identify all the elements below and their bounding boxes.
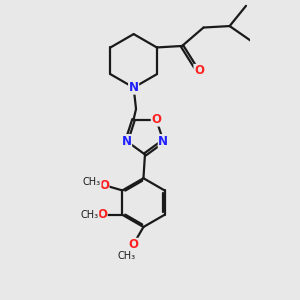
Text: O: O (128, 238, 138, 251)
Text: O: O (194, 64, 204, 77)
Text: N: N (158, 135, 168, 148)
Text: O: O (151, 113, 161, 126)
Text: N: N (129, 81, 139, 94)
Text: O: O (97, 208, 107, 221)
Text: CH₃: CH₃ (118, 250, 136, 261)
Text: CH₃: CH₃ (83, 177, 101, 187)
Text: O: O (99, 178, 109, 192)
Text: CH₃: CH₃ (81, 210, 99, 220)
Text: N: N (122, 135, 132, 148)
